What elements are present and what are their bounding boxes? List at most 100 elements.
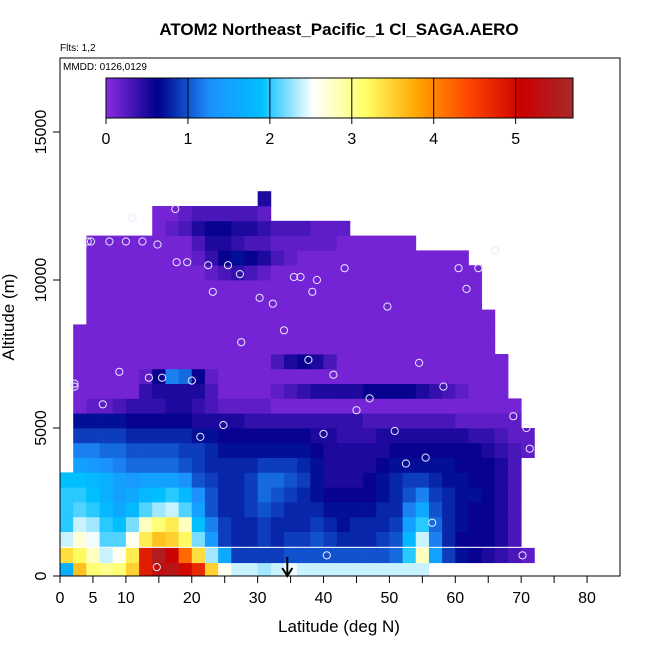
- heatmap-cell: [204, 235, 219, 251]
- heatmap-cell: [297, 280, 311, 296]
- heatmap-cell: [363, 472, 377, 488]
- heatmap-cell: [191, 516, 206, 532]
- heatmap-cell: [349, 235, 364, 251]
- heatmap-cell: [204, 206, 219, 222]
- heatmap-cell: [468, 442, 483, 458]
- heatmap-cell: [494, 383, 509, 399]
- heatmap-cell: [218, 457, 232, 473]
- observation-point: [518, 551, 527, 560]
- heatmap-cell: [231, 457, 245, 473]
- heatmap-cell: [363, 294, 377, 310]
- heatmap-cell: [376, 265, 390, 281]
- heatmap-cell: [165, 442, 179, 458]
- heatmap-cell: [468, 280, 483, 296]
- heatmap-cell: [165, 531, 179, 547]
- heatmap-cell: [442, 339, 456, 355]
- heatmap-cell: [218, 413, 232, 429]
- heatmap-cell: [494, 547, 509, 564]
- heatmap-cell: [152, 250, 166, 266]
- heatmap-cell: [455, 339, 469, 355]
- location-arrow: [281, 557, 294, 578]
- heatmap-cell: [125, 354, 140, 370]
- heatmap-cell: [323, 294, 338, 310]
- heatmap-cell: [284, 368, 298, 384]
- heatmap-cell: [402, 250, 417, 266]
- heatmap-cell: [363, 442, 377, 458]
- heatmap-cell: [284, 398, 298, 414]
- heatmap-cell: [349, 561, 364, 577]
- heatmap-cell: [508, 516, 522, 532]
- heatmap-cell: [284, 472, 298, 488]
- y-axis: 0 5000 10000 15000: [33, 110, 60, 580]
- heatmap-cell: [125, 250, 140, 266]
- heatmap-cell: [257, 561, 272, 577]
- heatmap-cell: [376, 531, 390, 547]
- heatmap-cell: [297, 516, 311, 532]
- heatmap-cell: [257, 428, 272, 444]
- heatmap-cell: [376, 383, 390, 399]
- heatmap-cell: [139, 472, 153, 488]
- heatmap-cell: [204, 502, 219, 518]
- heatmap-cell: [270, 457, 285, 473]
- heatmap-cell: [60, 472, 74, 488]
- heatmap-cell: [428, 442, 443, 458]
- heatmap-cell: [336, 235, 351, 251]
- heatmap-cell: [231, 368, 245, 384]
- heatmap-cell: [415, 487, 430, 503]
- heatmap-cell: [99, 294, 114, 310]
- heatmap-cell: [442, 383, 456, 399]
- heatmap-cell: [349, 487, 364, 503]
- heatmap-cell: [310, 516, 324, 532]
- heatmap-cell: [218, 516, 232, 532]
- observation-point: [196, 432, 205, 441]
- heatmap-cell: [60, 516, 74, 532]
- heatmap-cell: [442, 398, 456, 414]
- observation-point: [153, 240, 162, 249]
- heatmap-cell: [323, 280, 338, 296]
- heatmap-cell: [297, 309, 311, 325]
- heatmap-cell: [508, 487, 522, 503]
- heatmap-cell: [481, 442, 496, 458]
- heatmap-cell: [494, 428, 509, 444]
- heatmap-cell: [349, 428, 364, 444]
- heatmap-cell: [284, 294, 298, 310]
- heatmap-cell: [284, 531, 298, 547]
- heatmap-cell: [204, 516, 219, 532]
- heatmap-cell: [244, 516, 259, 532]
- heatmap-cell: [204, 398, 219, 414]
- heatmap-cell: [178, 250, 193, 266]
- observation-point: [279, 326, 289, 335]
- heatmap-cell: [244, 383, 259, 399]
- heatmap-cell: [165, 398, 179, 414]
- heatmap-cell: [415, 324, 430, 340]
- chart-title: ATOM2 Northeast_Pacific_1 Cl_SAGA.AERO: [159, 20, 518, 39]
- heatmap-cell: [270, 516, 285, 532]
- heatmap-cell: [297, 457, 311, 473]
- heatmap-cell: [310, 398, 324, 414]
- heatmap-cell: [455, 280, 469, 296]
- heatmap-cell: [204, 354, 219, 370]
- heatmap-cell: [86, 294, 100, 310]
- heatmap-cell: [284, 280, 298, 296]
- heatmap-cell: [270, 502, 285, 518]
- heatmap-cell: [310, 383, 324, 399]
- heatmap-cell: [218, 547, 232, 564]
- heatmap-cell: [231, 561, 245, 577]
- heatmap-cells: [60, 191, 535, 577]
- heatmap-cell: [402, 442, 417, 458]
- heatmap-cell: [323, 487, 338, 503]
- heatmap-cell: [336, 250, 351, 266]
- heatmap-cell: [376, 428, 390, 444]
- heatmap-cell: [231, 280, 245, 296]
- heatmap-cell: [468, 516, 483, 532]
- observation-point: [86, 237, 96, 246]
- heatmap-cell: [139, 457, 153, 473]
- heatmap-cell: [455, 309, 469, 325]
- heatmap-cell: [284, 265, 298, 281]
- heatmap-cell: [521, 428, 535, 444]
- heatmap-cell: [244, 354, 259, 370]
- heatmap-cell: [494, 487, 509, 503]
- heatmap-cell: [165, 547, 179, 564]
- heatmap-cell: [191, 398, 206, 414]
- heatmap-cell: [442, 280, 456, 296]
